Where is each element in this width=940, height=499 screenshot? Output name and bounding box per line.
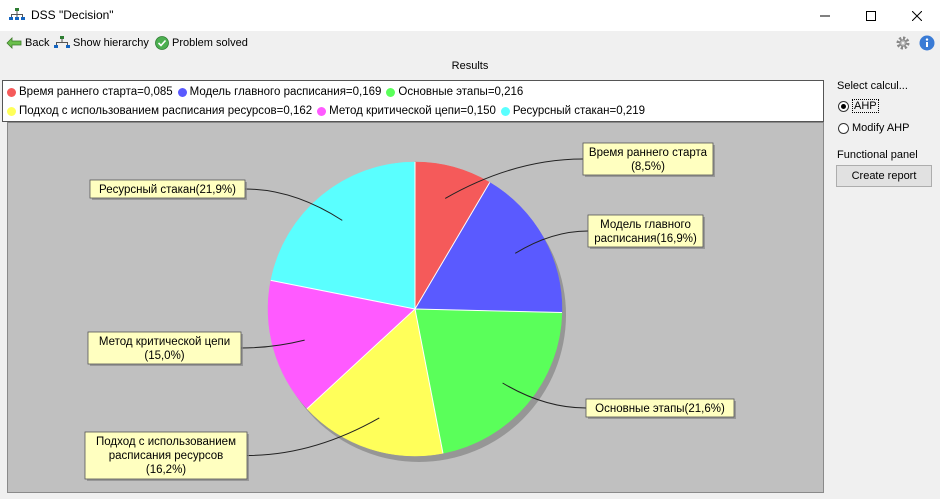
title-bar: DSS "Decision" — [0, 0, 940, 31]
pie-slice — [270, 161, 416, 310]
radio-ahp-label: AHP — [852, 99, 879, 113]
slice-label-text: (15,0%) — [144, 350, 184, 362]
slice-label: Время раннего старта (8,5%) — [582, 142, 715, 177]
legend-dot — [7, 106, 16, 116]
back-arrow-icon — [6, 37, 22, 49]
label-box — [582, 142, 714, 176]
label-leader-line — [444, 158, 584, 199]
radio-modify-ahp-label: Modify AHP — [852, 122, 910, 134]
slice-label-text: Время раннего старта — [589, 147, 708, 159]
toolbar: Back Show hierarchy Problem solved — [0, 31, 940, 55]
slice-separator — [414, 308, 444, 454]
label-leader-line — [244, 188, 343, 221]
legend-row-2: Подход с использованием расписания ресур… — [7, 103, 650, 119]
hierarchy-icon — [54, 36, 70, 48]
slice-label: Основные этапы(21,6%) — [585, 398, 736, 419]
legend-item: Время раннего старта=0,085 — [7, 86, 173, 98]
label-box — [84, 431, 248, 480]
label-leader-line — [246, 417, 380, 456]
create-report-button[interactable]: Create report — [836, 165, 932, 187]
legend-dot — [177, 87, 187, 97]
maximize-button[interactable] — [848, 0, 894, 31]
legend-text: Ресурсный стакан=0,219 — [512, 105, 646, 117]
slice-label-text: Метод критической цепи — [99, 336, 230, 348]
slice-label-text: Ресурсный стакан(21,9%) — [99, 184, 236, 196]
slice-label-text: Подход с использованием — [96, 436, 236, 448]
pie-slice — [414, 308, 563, 454]
slice-separator — [270, 279, 416, 310]
label-box — [587, 214, 704, 248]
close-button[interactable] — [894, 0, 940, 31]
window-title: DSS "Decision" — [31, 8, 114, 22]
close-icon — [912, 10, 922, 21]
chart-legend: Время раннего старта=0,085 Модель главно… — [2, 80, 824, 122]
legend-row-1: Время раннего старта=0,085 Модель главно… — [7, 84, 528, 100]
slice-separator — [414, 182, 491, 310]
minimize-icon — [820, 15, 830, 16]
results-label: Results — [451, 60, 489, 72]
select-calculation-label: Select calcul... — [837, 80, 908, 92]
legend-item: Подход с использованием расписания ресур… — [7, 105, 312, 117]
pie-chart: Время раннего старта (8,5%) Модель главног… — [84, 142, 736, 481]
slice-separator — [414, 308, 562, 313]
slice-label-text: (8,5%) — [631, 161, 665, 173]
back-button[interactable]: Back — [6, 35, 49, 51]
radio-modify-ahp[interactable]: Modify AHP — [838, 122, 909, 134]
legend-dot — [7, 87, 16, 97]
slice-label: Модель главного расписания(16,9%) — [587, 214, 705, 249]
pie-slice — [306, 308, 444, 457]
label-box — [89, 179, 246, 199]
back-label: Back — [25, 37, 50, 49]
slice-label-text: Модель главного — [600, 219, 691, 231]
pie-chart-area: Время раннего старта (8,5%) Модель главног… — [7, 122, 824, 493]
legend-item: Метод критической цепи=0,150 — [317, 105, 496, 117]
radio-indicator — [838, 122, 849, 134]
show-hierarchy-button[interactable]: Show hierarchy — [54, 35, 149, 51]
maximize-icon — [866, 10, 876, 21]
minimize-button[interactable] — [802, 0, 848, 31]
check-circle-icon — [155, 36, 169, 50]
slice-label-text: (16,2%) — [146, 464, 186, 476]
pie-slice — [267, 280, 416, 410]
calculation-method-group: Select calcul... AHP Modify AHP — [833, 80, 940, 146]
legend-dot — [317, 106, 327, 116]
problem-solved-button[interactable]: Problem solved — [155, 35, 248, 51]
info-icon[interactable] — [919, 35, 935, 51]
show-hierarchy-label: Show hierarchy — [73, 37, 149, 49]
slice-label-text: расписания ресурсов — [109, 450, 223, 462]
slice-label: Ресурсный стакан(21,9%) — [89, 179, 247, 200]
legend-dot — [500, 106, 510, 116]
hierarchy-app-icon — [9, 8, 25, 20]
slice-label: Метод критической цепи (15,0%) — [87, 331, 243, 366]
pie-slice — [414, 182, 563, 313]
legend-item: Ресурсный стакан=0,219 — [500, 105, 646, 117]
legend-text: Время раннего старта=0,085 — [19, 86, 173, 98]
settings-gear-icon[interactable] — [895, 35, 911, 51]
legend-item: Модель главного расписания=0,169 — [177, 86, 382, 98]
label-box — [585, 398, 735, 418]
legend-dot — [386, 87, 396, 97]
legend-text: Модель главного расписания=0,169 — [189, 86, 382, 98]
functional-panel-label: Functional panel — [837, 149, 918, 161]
slice-label-text: Основные этапы(21,6%) — [595, 403, 725, 415]
radio-ahp[interactable]: AHP — [838, 99, 879, 113]
problem-solved-label: Problem solved — [172, 37, 248, 49]
label-leader-line — [502, 382, 587, 409]
legend-text: Основные этапы=0,216 — [398, 86, 524, 98]
radio-selected-indicator — [838, 100, 849, 112]
label-leader-line — [514, 230, 589, 254]
label-box — [87, 331, 242, 365]
label-leader-line — [240, 339, 305, 349]
slice-label: Подход с использованием расписания ресурс… — [84, 431, 249, 481]
legend-item: Основные этапы=0,216 — [386, 86, 523, 98]
slice-separator — [306, 308, 416, 410]
slice-label-text: расписания(16,9%) — [594, 233, 697, 245]
legend-text: Подход с использованием расписания ресур… — [19, 105, 313, 117]
legend-text: Метод критической цепи=0,150 — [329, 105, 496, 117]
